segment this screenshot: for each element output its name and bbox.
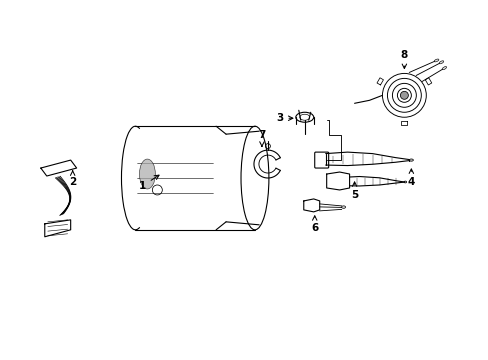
Text: 6: 6 [310,216,318,233]
Ellipse shape [403,181,406,183]
Text: 4: 4 [407,169,414,187]
Text: 2: 2 [69,171,76,187]
Circle shape [400,91,407,99]
Text: 8: 8 [400,50,407,68]
Text: 1: 1 [139,175,159,191]
Ellipse shape [438,61,443,64]
Ellipse shape [433,59,438,62]
Text: 5: 5 [350,182,358,200]
Ellipse shape [408,159,412,161]
Ellipse shape [341,206,345,208]
Text: 7: 7 [258,130,265,146]
Ellipse shape [441,67,446,70]
Ellipse shape [139,159,155,189]
Text: 3: 3 [276,113,292,123]
